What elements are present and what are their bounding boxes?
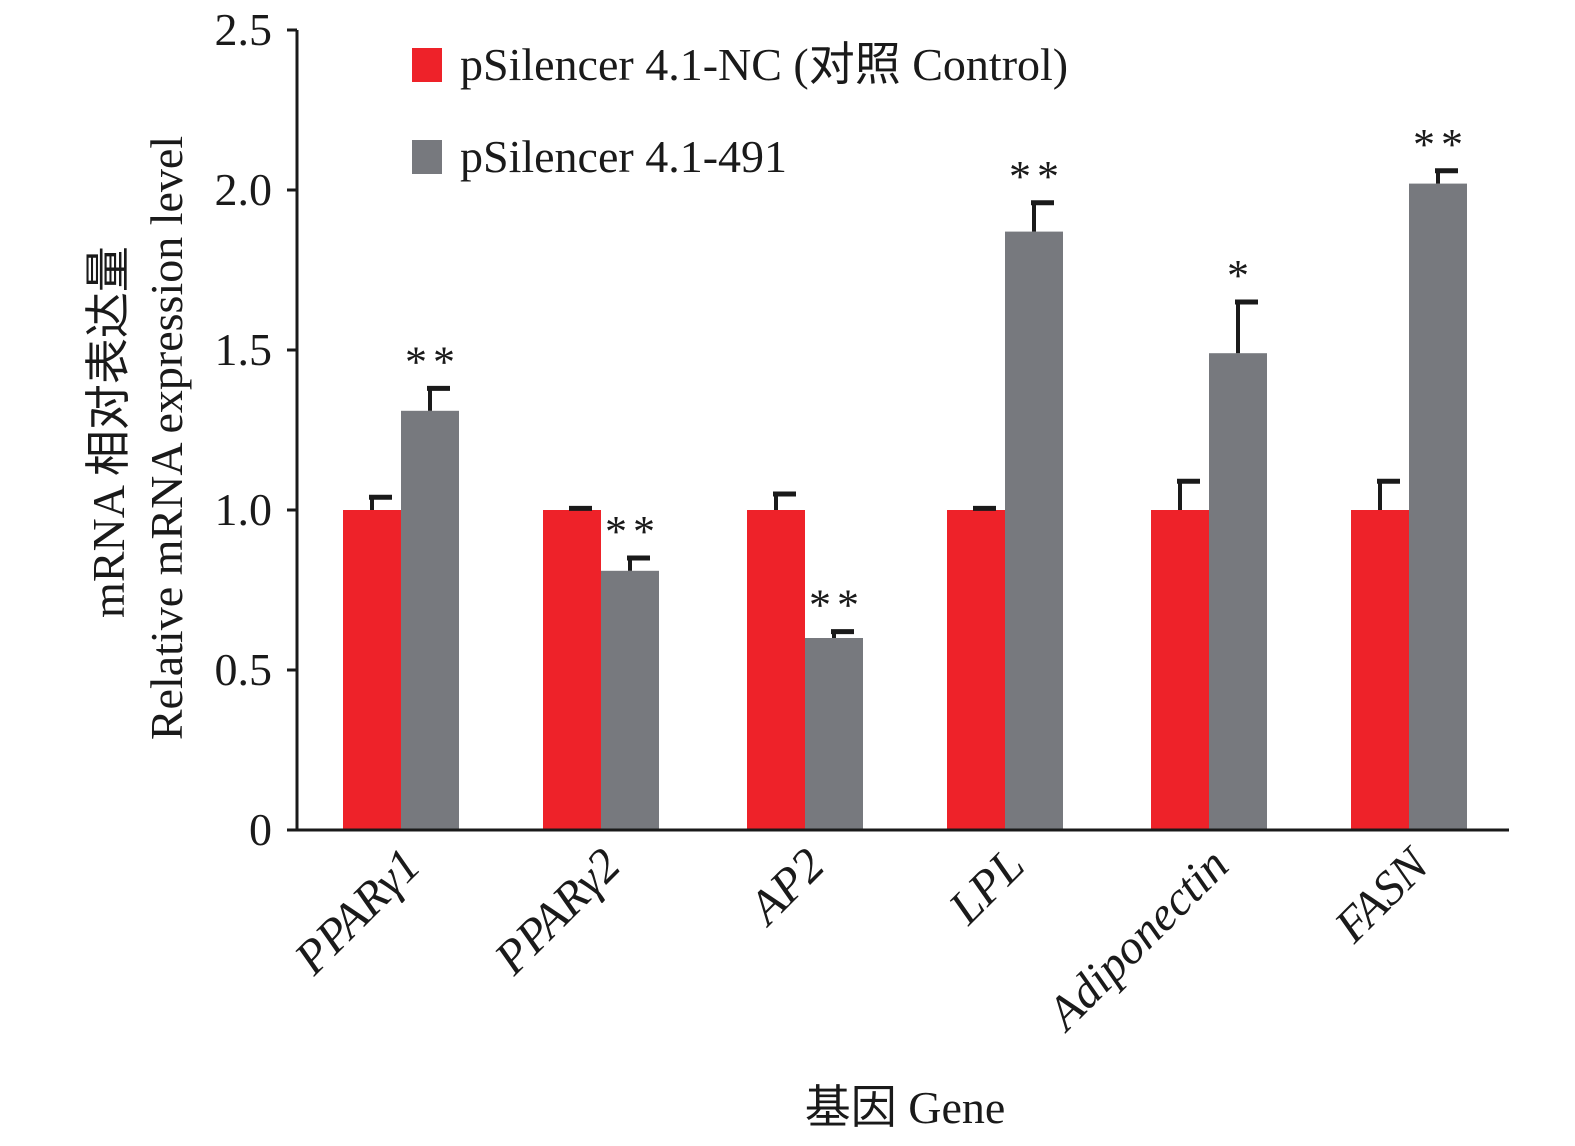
significance-label: *	[1227, 251, 1255, 300]
bar	[343, 510, 401, 830]
y-tick-label: 1.5	[215, 324, 273, 375]
x-axis-labels: PPARγ1 PPARγ2 AP2 LPL Adiponectin FASN	[284, 836, 1441, 1042]
legend-swatch	[412, 140, 442, 174]
y-axis-title-line1: mRNA 相对表达量	[83, 246, 134, 618]
bar-group: **	[543, 505, 661, 830]
x-tick-label: Adiponectin	[1035, 838, 1239, 1042]
bar	[1005, 231, 1063, 831]
bar	[1209, 353, 1267, 830]
significance-label: **	[405, 337, 461, 386]
bar	[747, 510, 805, 830]
x-tick-label: PPARγ2	[484, 838, 631, 985]
significance-label: **	[1413, 120, 1469, 169]
x-tick-label: PPARγ1	[284, 838, 431, 985]
bar	[947, 510, 1005, 830]
y-tick-label: 0.5	[215, 644, 273, 695]
bar	[1409, 183, 1467, 831]
x-tick-label: FASN	[1324, 836, 1441, 953]
significance-label: **	[605, 507, 661, 556]
bar-group: **	[747, 491, 865, 830]
bar	[601, 570, 659, 830]
y-tick-label: 2.0	[215, 164, 273, 215]
bar-group: **	[1351, 120, 1469, 831]
bar-group: *	[1151, 251, 1267, 830]
legend-item: pSilencer 4.1-NC (对照 Control)	[412, 39, 1068, 90]
legend: pSilencer 4.1-NC (对照 Control) pSilencer 4…	[412, 39, 1068, 182]
significance-label: **	[809, 581, 865, 630]
legend-item: pSilencer 4.1-491	[412, 131, 787, 182]
bar-group: **	[343, 337, 461, 830]
y-axis-title: mRNA 相对表达量 Relative mRNA expression leve…	[83, 136, 192, 740]
y-axis-title-line2: Relative mRNA expression level	[141, 136, 192, 740]
x-axis-title: 基因 Gene	[805, 1082, 1006, 1133]
bar	[401, 410, 459, 830]
significance-label: **	[1009, 152, 1065, 201]
bar	[805, 638, 863, 830]
bar-group: **	[947, 152, 1065, 831]
legend-swatch	[412, 48, 442, 82]
y-tick-label: 0	[249, 804, 272, 855]
bar	[543, 510, 601, 830]
x-tick-label: LPL	[938, 838, 1035, 935]
bar	[1151, 510, 1209, 830]
y-tick-label: 2.5	[215, 4, 273, 55]
legend-label: pSilencer 4.1-NC (对照 Control)	[460, 39, 1068, 90]
legend-label: pSilencer 4.1-491	[460, 131, 787, 182]
y-axis: 0 0.5 1.0 1.5 2.0 2.5	[215, 4, 297, 855]
bars: ***********	[343, 120, 1469, 831]
bar	[1351, 510, 1409, 830]
x-tick-label: AP2	[737, 838, 835, 936]
y-tick-label: 1.0	[215, 484, 273, 535]
